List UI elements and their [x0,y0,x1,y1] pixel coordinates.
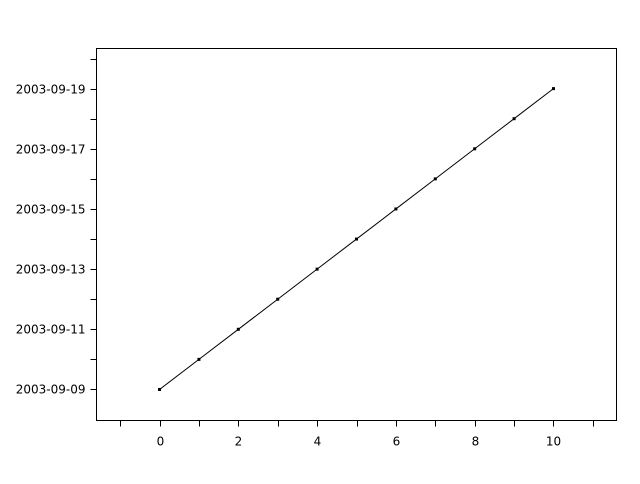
y-tick-label: 2003-09-09 [16,383,86,397]
data-point [236,327,240,331]
data-point [315,267,319,271]
x-tick-label: 6 [393,435,401,449]
data-point [394,207,398,211]
data-point [276,297,280,301]
plot-frame [96,48,617,421]
y-tick-label: 2003-09-11 [16,323,86,337]
x-tick-label: 4 [314,435,322,449]
data-point [355,237,358,241]
data-point [433,177,437,181]
y-tick-label: 2003-09-15 [16,203,86,217]
data-point [158,387,162,391]
y-tick-label: 2003-09-17 [16,143,86,157]
y-tick-label: 2003-09-19 [16,83,86,97]
data-point [197,357,201,361]
x-tick-label: 0 [157,435,165,449]
data-point [473,147,477,151]
x-tick-label: 10 [546,435,561,449]
data-point [551,87,555,91]
y-tick-label: 2003-09-13 [16,263,86,277]
x-tick-label: 8 [472,435,480,449]
x-tick-label: 2 [235,435,243,449]
data-point [512,117,516,121]
